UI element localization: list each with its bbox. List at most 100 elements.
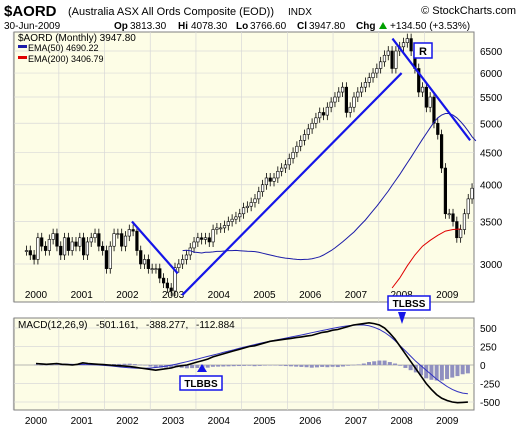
macd-histogram-bar (143, 365, 148, 366)
macd-x-tick-label: 2000 (25, 416, 48, 427)
price-candle-body (337, 91, 341, 98)
price-candle-body (382, 54, 387, 63)
hi-value: 4078.30 (191, 21, 228, 32)
price-candle-body (436, 122, 440, 135)
macd-histogram-bar (419, 365, 424, 376)
trendline (181, 72, 403, 296)
price-panel: 2000200120022003200420052006200720082009… (12, 31, 503, 303)
price-candle-body (234, 216, 238, 220)
resistance-label-box (413, 42, 433, 59)
price-candle-body (318, 112, 322, 119)
price-candle-body (93, 233, 97, 239)
price-candle (59, 241, 63, 260)
price-candle (74, 237, 78, 252)
price-candle (268, 173, 272, 187)
price-candle (169, 283, 173, 296)
price-candle (459, 224, 463, 243)
price-candle (329, 97, 333, 113)
macd-histogram-bar (283, 365, 288, 367)
macd-histogram-bar (153, 365, 158, 368)
macd-histogram-bar (403, 365, 408, 368)
macd-histogram-bar (309, 365, 314, 368)
price-candle-body (184, 254, 189, 260)
price-y-tick-label: 3500 (480, 218, 503, 229)
price-candle-body (70, 241, 74, 251)
price-candle (356, 87, 360, 103)
price-candle-body (36, 237, 40, 260)
price-candle-body (470, 187, 474, 200)
tlbbs-label: TLBBS (184, 379, 218, 390)
macd-histogram-bar (382, 360, 387, 365)
price-candle-body (158, 268, 162, 279)
macd-histogram-bar (387, 362, 392, 365)
price-candle (302, 129, 307, 146)
price-candle-body (142, 259, 147, 265)
price-candle-body (131, 229, 135, 232)
price-candle-body (97, 233, 101, 247)
macd-x-tick-label: 2001 (71, 416, 94, 427)
price-candle (161, 273, 166, 289)
chg-label: Chg (356, 21, 375, 32)
price-candle (66, 232, 70, 256)
price-candle-body (165, 282, 169, 289)
price-candle (371, 68, 375, 83)
macd-histogram-bar (314, 365, 319, 368)
legend-ema200-label: EMA(200) 3406.79 (28, 54, 104, 64)
price-y-tick-label: 5000 (480, 119, 503, 130)
macd-histogram-bar (434, 365, 439, 381)
price-candle (230, 214, 234, 227)
price-candle (245, 201, 249, 213)
macd-histogram-bar (138, 364, 143, 366)
macd-histogram-bar (325, 365, 330, 368)
macd-histogram-bar (242, 365, 247, 366)
chg-value: +134.50 (+3.53%) (390, 21, 470, 32)
macd-histogram-bar (429, 365, 434, 380)
price-candle-body (146, 259, 150, 269)
price-candle (203, 232, 208, 245)
macd-histogram-bar (205, 365, 210, 368)
price-candle (112, 228, 116, 252)
price-candle-body (51, 233, 55, 240)
op-label: Op (114, 21, 128, 32)
price-candle (253, 193, 257, 208)
price-candle-body (417, 68, 421, 93)
price-candle-body (173, 267, 177, 292)
price-candle-body (24, 250, 29, 252)
price-candle (280, 163, 284, 177)
macd-histogram-bar (346, 365, 351, 366)
price-candle (363, 77, 368, 93)
macd-histogram-bar (335, 365, 340, 368)
price-candle (123, 231, 128, 252)
price-candle (177, 259, 181, 273)
price-candle (28, 245, 32, 260)
price-candle (337, 87, 341, 103)
price-candle-body (150, 268, 154, 270)
price-candle (451, 208, 455, 227)
macd-x-tick-label: 2008 (390, 416, 413, 427)
price-candle-body (245, 205, 249, 209)
price-candle-body (108, 245, 112, 269)
price-candle-body (85, 241, 90, 256)
price-candle-body (325, 106, 329, 116)
price-candle (257, 186, 261, 204)
macd-histogram-bar (221, 365, 226, 367)
macd-histogram-bar (127, 363, 132, 365)
macd-panel: 2000 2001 2002 2003 2004 2005 2006 2007 2008 2009… (12, 317, 500, 427)
price-candle (70, 237, 74, 256)
price-candle-body (249, 202, 253, 207)
price-candle-body (386, 50, 390, 56)
price-candle (150, 263, 154, 274)
macd-histogram-bar (169, 365, 174, 368)
price-candle (428, 92, 432, 113)
macd-x-tick-label: 2002 (116, 416, 139, 427)
macd-histogram-bar (247, 365, 252, 366)
macd-histogram-bar (158, 365, 163, 368)
price-candle-body (230, 218, 234, 222)
price-candle (321, 107, 326, 121)
price-candle-body (420, 86, 425, 93)
price-candle (104, 245, 109, 274)
price-candle (40, 232, 44, 252)
macd-histogram-bar (132, 364, 137, 365)
price-candle-body (333, 96, 337, 103)
price-candle-body (127, 229, 131, 237)
